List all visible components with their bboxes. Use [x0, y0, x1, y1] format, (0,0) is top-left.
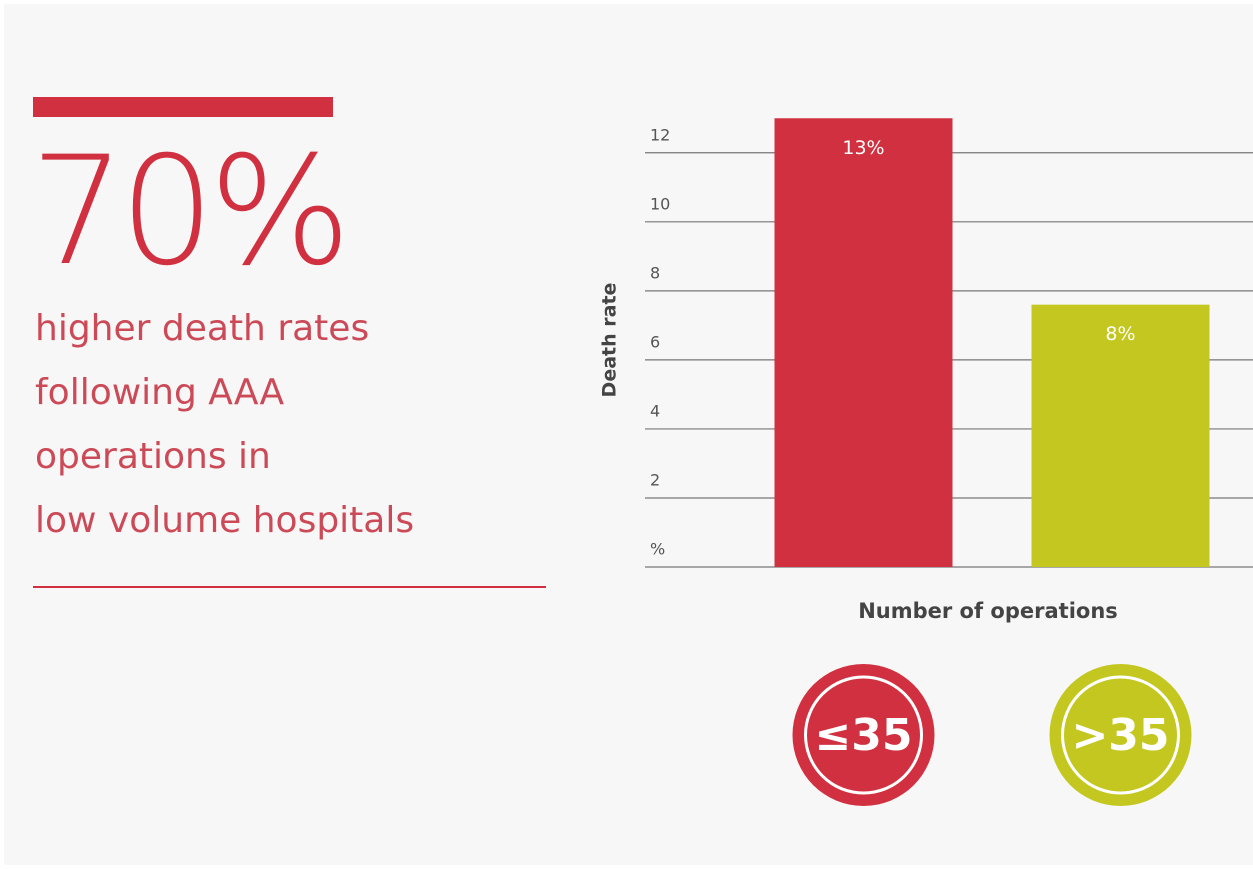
callout-line: low volume hospitals: [35, 500, 414, 541]
x-tick-label: >35: [1071, 710, 1169, 761]
value-label: 13%: [842, 137, 884, 159]
callout-line: operations in: [35, 436, 271, 477]
category-badge: [792, 664, 935, 806]
y-tick-label: 12: [650, 125, 670, 144]
x-tick-label: ≤35: [814, 710, 912, 761]
badge-ring: [804, 675, 923, 795]
big-figure: 70%: [30, 125, 345, 299]
y-axis-label: Death rate: [599, 283, 621, 398]
value-label: 8%: [1105, 323, 1135, 345]
category-badge: [1049, 664, 1192, 806]
y-tick-label: 4: [650, 401, 660, 420]
y-tick-label: %: [650, 540, 665, 559]
callout-line: following AAA: [35, 372, 285, 413]
y-tick-label: 8: [650, 263, 660, 282]
bar: [1031, 304, 1210, 567]
y-tick-label: 2: [650, 470, 660, 489]
accent-bar: [33, 97, 333, 117]
x-axis-label: Number of operations: [858, 599, 1118, 623]
callout-line: higher death rates: [35, 308, 369, 349]
badge-ring: [1061, 675, 1180, 795]
y-tick-label: 10: [650, 194, 670, 213]
bar: [774, 118, 953, 567]
y-tick-label: 6: [650, 332, 660, 351]
